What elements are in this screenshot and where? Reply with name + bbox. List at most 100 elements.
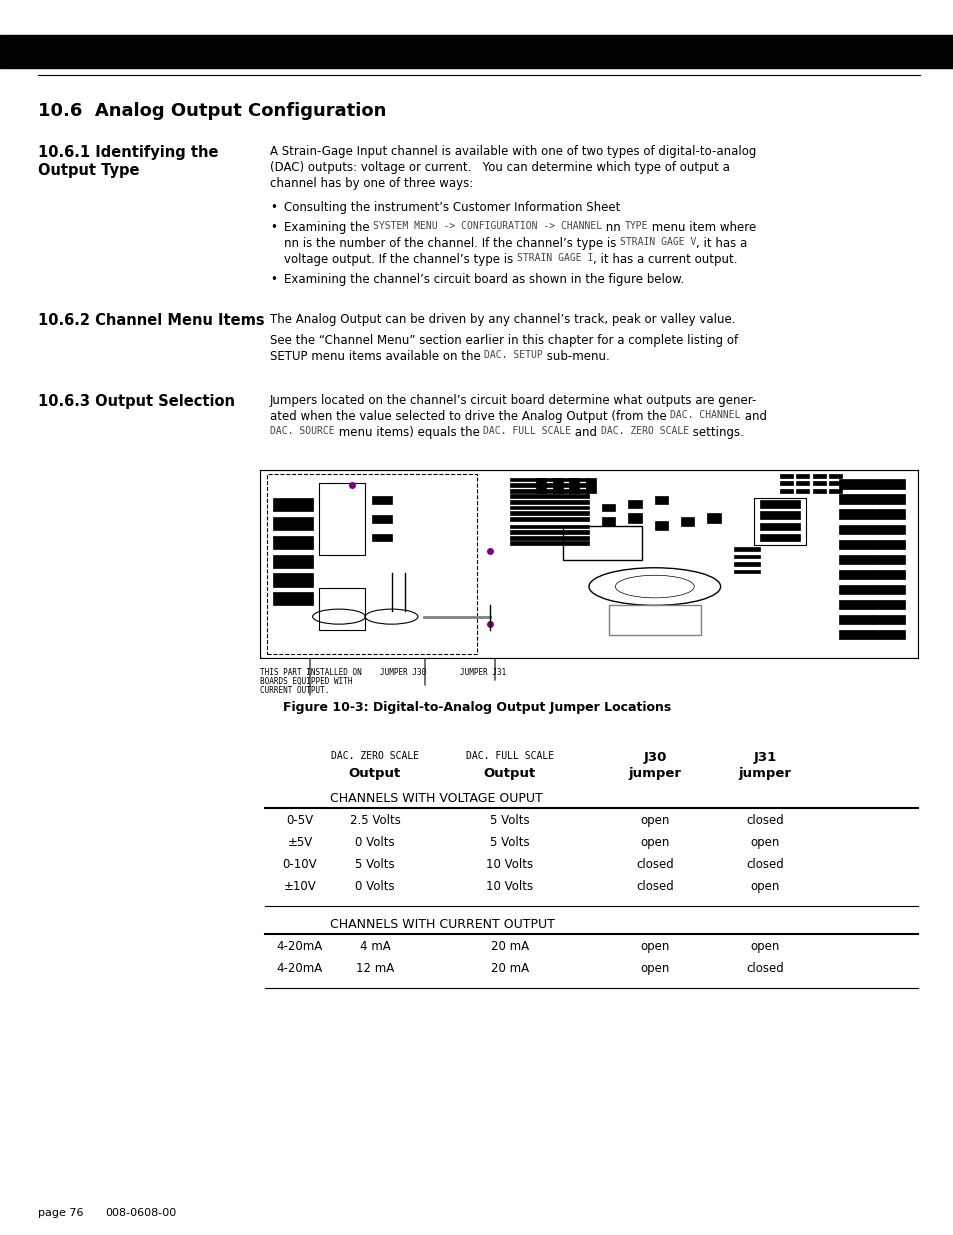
Bar (838, 555, 871, 564)
Text: 4-20mA: 4-20mA (276, 940, 323, 953)
Bar (753, 498, 805, 545)
Text: STRAIN GAGE I: STRAIN GAGE I (517, 253, 593, 263)
Text: , it has a current output.: , it has a current output. (593, 253, 737, 266)
Bar (510, 483, 588, 487)
Bar (838, 510, 871, 519)
Bar (871, 510, 903, 519)
Text: DAC. FULL SCALE: DAC. FULL SCALE (465, 751, 554, 761)
Text: 4 mA: 4 mA (359, 940, 390, 953)
Bar (319, 588, 365, 630)
Text: DAC. SETUP: DAC. SETUP (484, 350, 542, 359)
Text: 4-20mA: 4-20mA (276, 962, 323, 974)
Bar (812, 482, 825, 485)
Bar (266, 474, 476, 655)
Text: Examining the: Examining the (284, 221, 373, 233)
Text: settings.: settings. (688, 426, 743, 438)
Bar (510, 541, 588, 545)
Bar (733, 569, 760, 573)
Bar (838, 630, 871, 640)
Bar (680, 517, 694, 526)
Text: page 76: page 76 (38, 1208, 84, 1218)
Bar (796, 489, 808, 493)
Bar (871, 569, 903, 579)
Bar (608, 605, 700, 636)
Bar (0, 35, 953, 68)
Bar (319, 483, 365, 555)
Text: SETUP menu items available on the: SETUP menu items available on the (270, 350, 484, 363)
Bar (628, 500, 641, 508)
Bar (273, 573, 313, 587)
Bar (871, 584, 903, 594)
Bar (733, 562, 760, 566)
Bar (654, 496, 667, 504)
Text: jumper: jumper (738, 767, 791, 781)
Bar (871, 615, 903, 624)
Bar (372, 534, 391, 541)
Bar (585, 478, 595, 493)
Text: 0-10V: 0-10V (282, 858, 317, 871)
Bar (828, 489, 841, 493)
Text: BOARDS EQUIPPED WITH: BOARDS EQUIPPED WITH (260, 677, 352, 685)
Bar (733, 555, 760, 558)
Bar (510, 478, 588, 482)
Bar (796, 482, 808, 485)
Text: ±5V: ±5V (287, 836, 313, 848)
Bar (838, 600, 871, 609)
Text: THIS PART INSTALLED ON: THIS PART INSTALLED ON (260, 668, 361, 677)
Text: 0 Volts: 0 Volts (355, 836, 395, 848)
Text: jumper: jumper (628, 767, 680, 781)
Bar (838, 615, 871, 624)
Bar (733, 547, 760, 551)
Bar (273, 517, 313, 530)
Text: J31: J31 (753, 751, 776, 764)
Text: ±10V: ±10V (283, 881, 316, 893)
Bar (552, 478, 562, 493)
Text: 2.5 Volts: 2.5 Volts (349, 814, 400, 827)
Text: 10.6.2 Channel Menu Items: 10.6.2 Channel Menu Items (38, 312, 264, 329)
Text: open: open (749, 940, 779, 953)
Text: open: open (749, 836, 779, 848)
Bar (838, 584, 871, 594)
Text: Output: Output (483, 767, 536, 781)
Text: JUMPER J31: JUMPER J31 (459, 668, 506, 677)
Text: 5 Volts: 5 Volts (490, 814, 529, 827)
Bar (838, 569, 871, 579)
Bar (273, 498, 313, 511)
Text: 5 Volts: 5 Volts (490, 836, 529, 848)
Bar (812, 474, 825, 478)
Text: nn is the number of the channel. If the channel’s type is: nn is the number of the channel. If the … (284, 237, 619, 249)
Text: voltage output. If the channel’s type is: voltage output. If the channel’s type is (284, 253, 517, 266)
Bar (760, 534, 799, 541)
Text: DAC. SOURCE: DAC. SOURCE (270, 426, 335, 436)
Text: •: • (270, 221, 276, 233)
Text: Jumpers located on the channel’s circuit board determine what outputs are gener-: Jumpers located on the channel’s circuit… (270, 394, 757, 408)
Bar (760, 500, 799, 508)
Bar (569, 478, 578, 493)
Text: The Analog Output can be driven by any channel’s track, peak or valley value.: The Analog Output can be driven by any c… (270, 312, 735, 326)
Bar (510, 536, 588, 540)
Text: 10 Volts: 10 Volts (486, 858, 533, 871)
Text: , it has a: , it has a (696, 237, 747, 249)
Bar (838, 540, 871, 550)
Text: CURRENT OUTPUT.: CURRENT OUTPUT. (260, 685, 329, 695)
Text: STRAIN GAGE V: STRAIN GAGE V (619, 237, 696, 247)
Bar (510, 511, 588, 515)
Bar (871, 600, 903, 609)
Bar (871, 479, 903, 489)
Text: closed: closed (636, 881, 673, 893)
Text: 008-0608-00: 008-0608-00 (105, 1208, 176, 1218)
Text: nn: nn (602, 221, 624, 233)
Bar (779, 489, 792, 493)
Bar (372, 515, 391, 522)
Text: DAC. CHANNEL: DAC. CHANNEL (670, 410, 740, 420)
Bar (812, 489, 825, 493)
Bar (838, 525, 871, 534)
Text: 12 mA: 12 mA (355, 962, 394, 974)
Bar (654, 521, 667, 530)
Text: JUMPER J30: JUMPER J30 (379, 668, 426, 677)
Bar (510, 525, 588, 529)
Text: ated when the value selected to drive the Analog Output (from the: ated when the value selected to drive th… (270, 410, 670, 424)
Bar (510, 500, 588, 504)
Bar (828, 482, 841, 485)
Text: Output Type: Output Type (38, 163, 139, 178)
